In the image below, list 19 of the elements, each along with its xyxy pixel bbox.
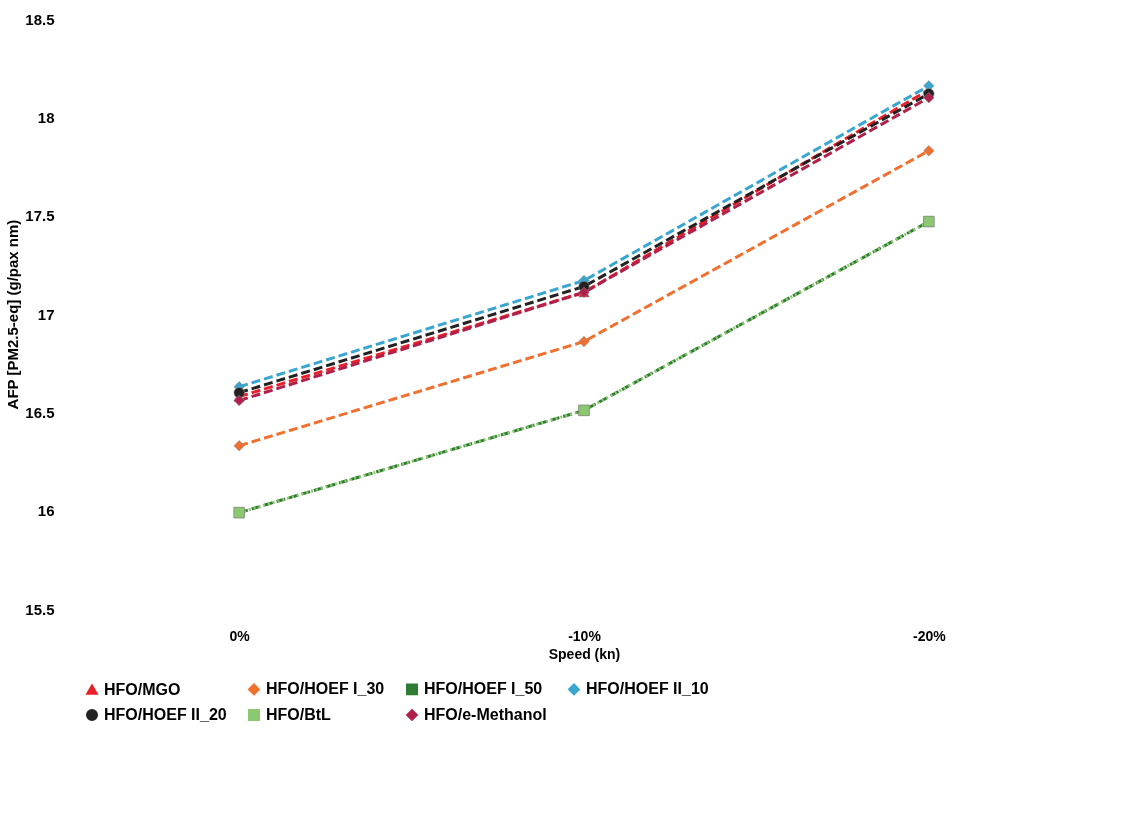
- y-tick-label: 17: [37, 305, 55, 323]
- legend-label: HFO/HOEF II_10: [586, 680, 709, 698]
- legend-label: HFO/BtL: [266, 706, 332, 723]
- y-tick-label: 17.5: [25, 207, 55, 225]
- x-axis-title: Speed (kn): [548, 645, 621, 662]
- legend-label: HFO/HOEF II_20: [104, 706, 227, 723]
- y-axis-title: AFP [PM2.5-eq] (g/pax nm): [4, 219, 22, 410]
- legend-label: HFO/HOEF I_30: [266, 680, 385, 698]
- legend-label: HFO/MGO: [104, 680, 181, 698]
- y-tick-label: 16: [37, 502, 55, 520]
- x-tick-label: -10%: [568, 627, 602, 644]
- legend-label: HFO/e-Methanol: [424, 706, 547, 723]
- y-tick-label: 18: [37, 108, 55, 126]
- legend-label: HFO/HOEF I_50: [424, 680, 543, 698]
- y-tick-label: 16.5: [25, 403, 55, 421]
- x-tick-label: -20%: [912, 627, 947, 644]
- y-tick-label: 18.5: [25, 10, 55, 28]
- y-tick-label: 15.5: [25, 600, 55, 618]
- x-tick-label: 0%: [229, 627, 251, 644]
